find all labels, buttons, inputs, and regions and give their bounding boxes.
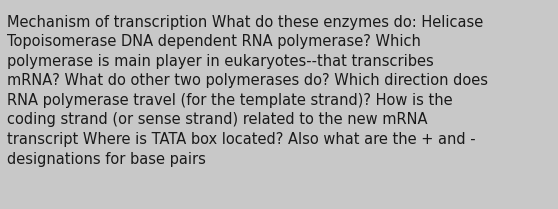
Text: Mechanism of transcription What do these enzymes do: Helicase
Topoisomerase DNA : Mechanism of transcription What do these… — [7, 15, 488, 167]
